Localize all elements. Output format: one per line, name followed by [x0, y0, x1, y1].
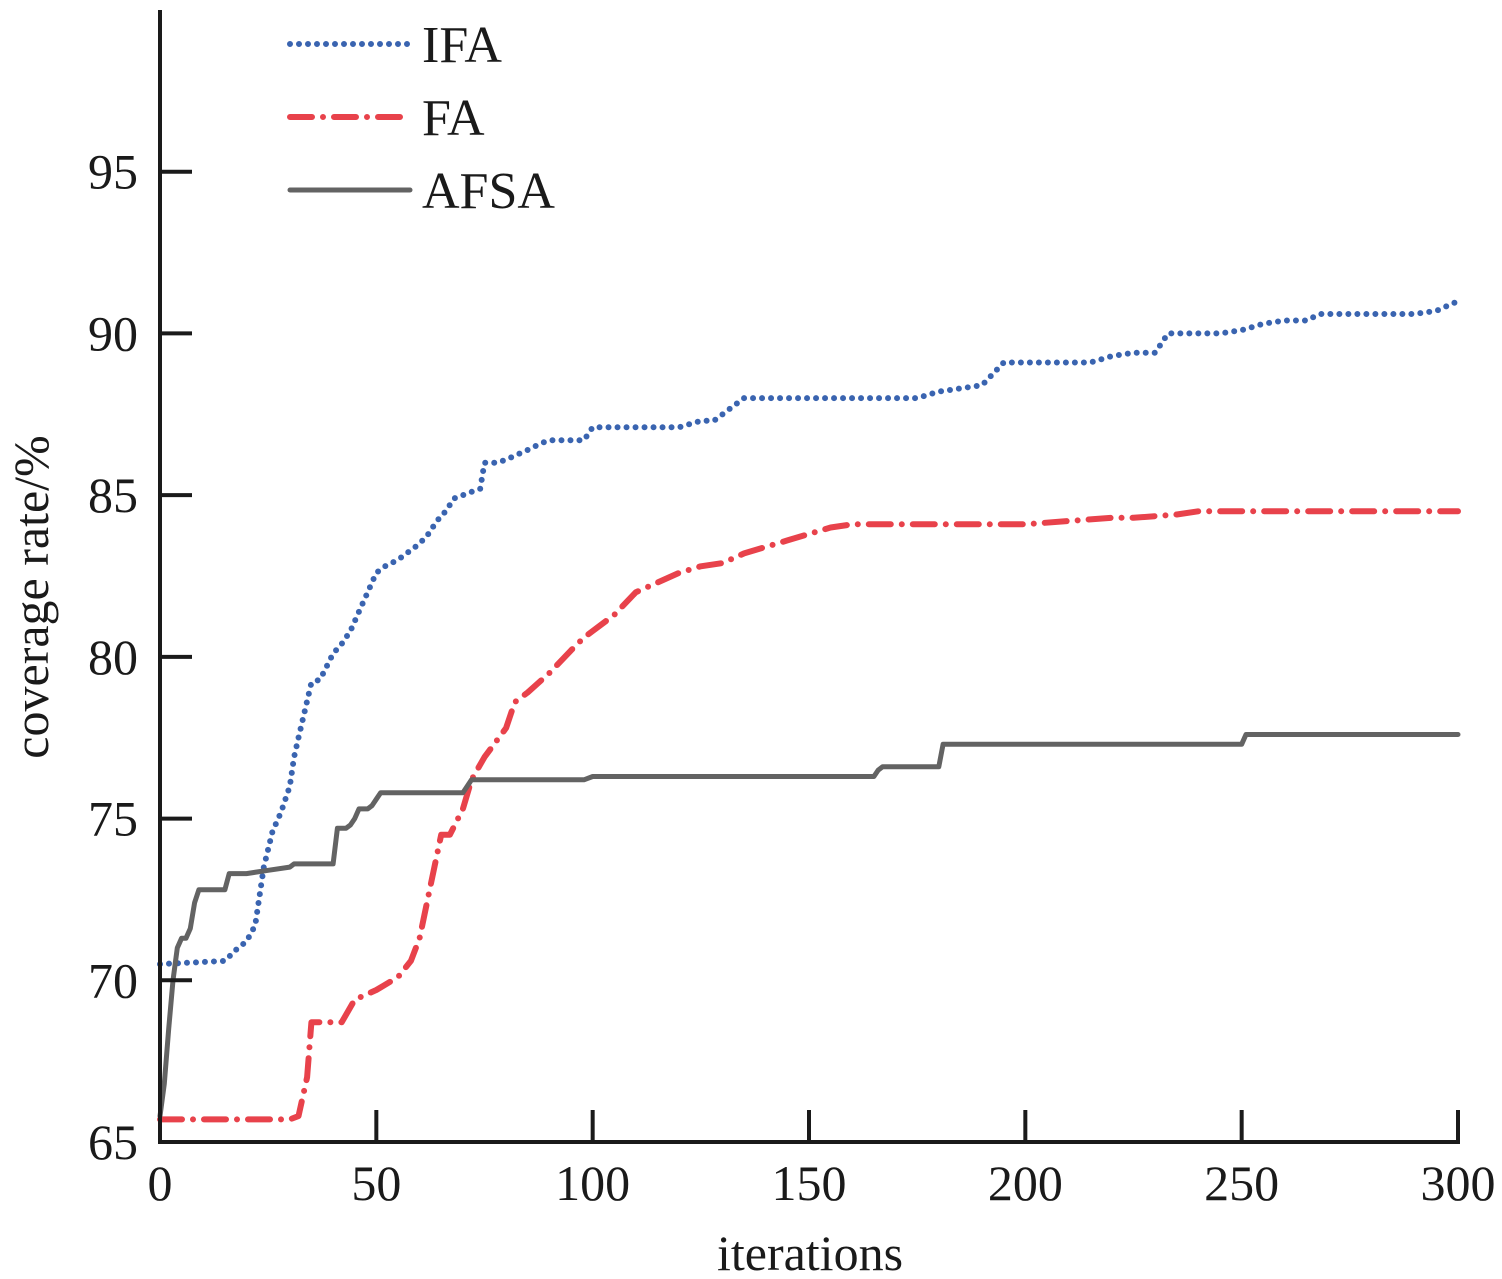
series-line-fa: [157, 508, 1461, 1123]
y-tick-label: 95: [88, 144, 138, 200]
x-tick-label: 50: [351, 1155, 401, 1211]
y-axis-title: coverage rate/%: [3, 435, 59, 758]
x-tick-label: 300: [1421, 1155, 1496, 1211]
y-tick-label: 75: [88, 791, 138, 847]
legend-label-fa: FA: [422, 90, 485, 147]
series-layer: [157, 298, 1461, 1123]
series-line-ifa: [157, 298, 1461, 968]
x-axis-title: iterations: [717, 1225, 903, 1279]
x-tick-label: 200: [988, 1155, 1063, 1211]
y-tick-label: 90: [88, 305, 138, 361]
y-tick-label: 65: [88, 1114, 138, 1170]
x-tick-label: 0: [148, 1155, 173, 1211]
series-line-afsa: [157, 732, 1461, 1119]
x-tick-label: 250: [1204, 1155, 1279, 1211]
y-tick-label: 80: [88, 629, 138, 685]
axes-layer: [158, 10, 1460, 1144]
legend-label-afsa: AFSA: [422, 163, 555, 220]
legend-label-ifa: IFA: [422, 17, 502, 74]
y-tick-label: 85: [88, 467, 138, 523]
x-tick-label: 100: [555, 1155, 630, 1211]
y-tick-label: 70: [88, 952, 138, 1008]
legend: IFA FA AFSA: [287, 17, 555, 220]
ticks-layer: 0 50 100 150 200 250 300 65 70 75 80 85 90 95: [88, 144, 1496, 1211]
x-tick-label: 150: [772, 1155, 847, 1211]
